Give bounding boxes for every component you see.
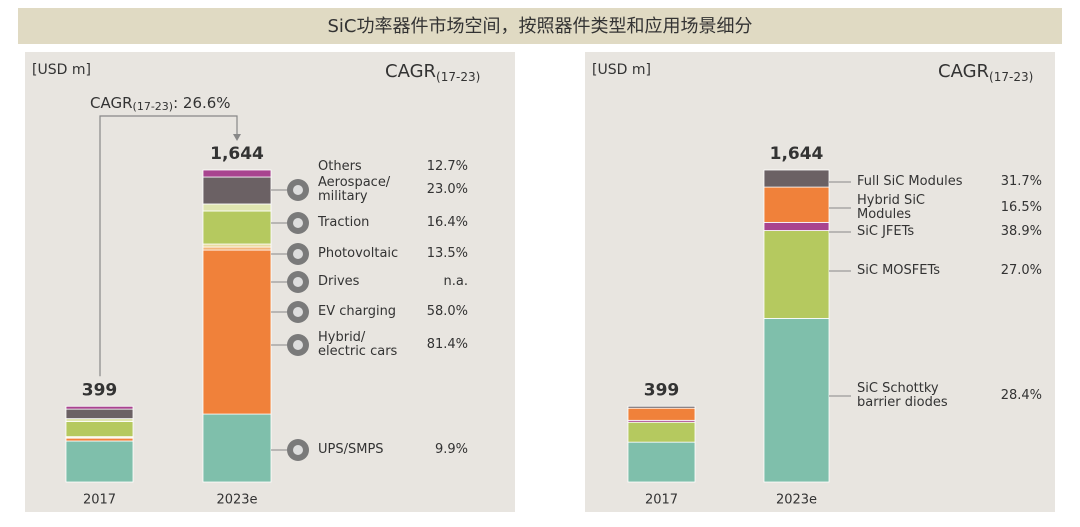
page-title: SiC功率器件市场空间，按照器件类型和应用场景细分	[328, 16, 753, 37]
unit-label: [USD m]	[32, 62, 91, 78]
bar-segment	[202, 210, 272, 245]
x-tick-label: 2017	[83, 493, 116, 508]
legend-label: Traction	[318, 215, 370, 230]
x-tick-label: 2017	[645, 493, 678, 508]
bar-segment	[65, 440, 134, 483]
legend-cagr: 16.5%	[1000, 200, 1042, 215]
bar-segment	[65, 408, 134, 420]
bar-segment	[763, 169, 830, 188]
bar-segment	[202, 169, 272, 178]
annotation-value: : 26.6%	[173, 94, 230, 112]
total-label: 1,644	[770, 144, 824, 164]
annotation-label: CAGR	[90, 94, 133, 112]
legend-icon-inner	[293, 277, 303, 287]
legend-label: SiC JFETs	[857, 224, 915, 239]
annotation-bracket	[99, 115, 238, 377]
bar-segment	[202, 246, 272, 251]
cagr-title-text: CAGR	[938, 61, 989, 82]
legend-icon-inner	[293, 185, 303, 195]
bar-segment	[763, 230, 830, 319]
annotation-arrow	[233, 134, 241, 141]
legend-cagr: 23.0%	[426, 182, 468, 197]
cagr-title-period: (17-23)	[436, 70, 480, 84]
bar-segment	[65, 405, 134, 410]
x-tick-label: 2023e	[216, 493, 257, 508]
total-label: 1,644	[210, 144, 264, 164]
bar-segment	[627, 407, 696, 421]
legend-label: Photovoltaic	[318, 246, 399, 261]
legend-icon-inner	[293, 218, 303, 228]
cagr-title-period: (17-23)	[989, 70, 1033, 84]
legend-label: EV charging	[318, 304, 397, 319]
banner	[18, 8, 1062, 44]
legend-cagr: 38.9%	[1000, 224, 1042, 239]
legend-label: Full SiC Modules	[857, 174, 963, 189]
bar-segment	[763, 318, 830, 483]
legend-cagr: 27.0%	[1000, 263, 1042, 278]
bar-segment	[202, 413, 272, 483]
legend-cagr: 28.4%	[1000, 388, 1042, 403]
unit-label: [USD m]	[592, 62, 651, 78]
legend-label: Aerospace/ military	[318, 175, 391, 204]
annotation-period: (17-23)	[133, 100, 174, 113]
bar-segment	[763, 221, 830, 231]
bar-segment	[627, 421, 696, 443]
legend-label: Others	[318, 159, 362, 174]
legend-icon-inner	[293, 249, 303, 259]
legend-icon-inner	[293, 445, 303, 455]
legend-cagr: 31.7%	[1000, 174, 1042, 189]
legend-cagr: 9.9%	[434, 442, 468, 457]
bar-segment	[202, 176, 272, 205]
annotation: CAGR(17-23): 26.6%	[90, 94, 231, 114]
legend-icon-inner	[293, 340, 303, 350]
legend-cagr: 81.4%	[426, 337, 468, 352]
legend-cagr: 13.5%	[426, 246, 468, 261]
legend-cagr: 58.0%	[426, 304, 468, 319]
legend-cagr: 16.4%	[426, 215, 468, 230]
legend-label: Drives	[318, 274, 360, 289]
total-label: 399	[644, 380, 680, 400]
legend-cagr: n.a.	[443, 274, 468, 289]
total-label: 399	[82, 380, 118, 400]
bar-segment	[202, 249, 272, 415]
cagr-title-text: CAGR	[385, 61, 436, 82]
bar-segment	[65, 437, 134, 442]
bar-segment	[202, 203, 272, 212]
bar-segment	[65, 421, 134, 438]
legend-label: SiC Schottky barrier diodes	[857, 381, 948, 410]
bar-segment	[627, 405, 696, 409]
legend-label: Hybrid/ electric cars	[318, 330, 398, 359]
bar-segment	[202, 243, 272, 248]
bar-segment	[65, 418, 134, 422]
legend-label: SiC MOSFETs	[857, 263, 941, 278]
x-tick-label: 2023e	[776, 493, 817, 508]
legend-icon-inner	[293, 307, 303, 317]
legend-label: Hybrid SiC Modules	[857, 193, 926, 222]
legend-cagr: 12.7%	[426, 159, 468, 174]
bar-segment	[627, 441, 696, 483]
cagr-title: CAGR(17-23)	[385, 61, 480, 84]
bar-segment	[763, 186, 830, 223]
legend-label: UPS/SMPS	[318, 442, 384, 457]
cagr-title: CAGR(17-23)	[938, 61, 1033, 84]
